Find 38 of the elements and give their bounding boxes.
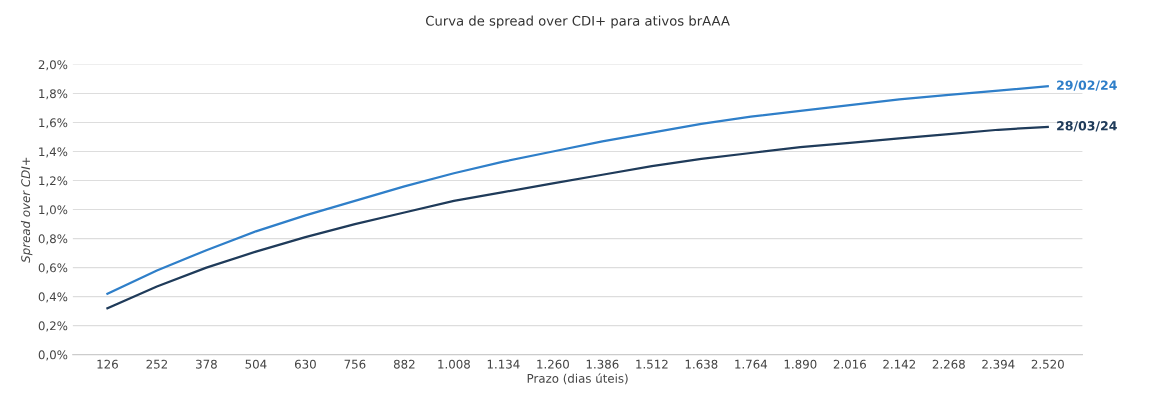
series-label: 28/03/24 bbox=[1057, 121, 1117, 132]
x-tick-label: 1.638 bbox=[685, 359, 718, 369]
x-tick-label: 2.142 bbox=[883, 359, 916, 369]
x-tick-label: 1.134 bbox=[487, 359, 520, 369]
y-tick-label: 1,6% bbox=[39, 118, 68, 129]
line-series bbox=[106, 85, 1049, 295]
x-tick-label: 504 bbox=[245, 359, 267, 369]
x-tick-label: 1.512 bbox=[636, 359, 668, 369]
y-tick-label: 2,0% bbox=[38, 60, 68, 71]
x-tick-label: 378 bbox=[196, 359, 217, 369]
series-label: 29/02/24 bbox=[1057, 80, 1117, 91]
x-tick-label: 1.260 bbox=[537, 359, 569, 369]
y-tick-label: 1,0% bbox=[39, 205, 68, 216]
x-tick-label: 1.890 bbox=[784, 359, 817, 369]
chart-title: Curva de spread over CDI+ para ativos brAAA bbox=[426, 15, 730, 29]
line-series bbox=[106, 125, 1049, 310]
x-tick-label: 252 bbox=[146, 359, 168, 369]
y-tick-label: 0,6% bbox=[38, 263, 68, 274]
x-tick-label: 2.016 bbox=[833, 359, 866, 369]
x-axis-title: Prazo (dias úteis) bbox=[527, 373, 628, 385]
y-tick-label: 0,4% bbox=[38, 292, 68, 303]
x-tick-label: 1.764 bbox=[735, 359, 768, 369]
x-tick-label: 882 bbox=[393, 359, 415, 369]
x-tick-label: 2.520 bbox=[1031, 359, 1064, 369]
y-tick-label: 0,2% bbox=[38, 321, 68, 332]
x-tick-label: 630 bbox=[294, 359, 316, 369]
x-tick-label: 756 bbox=[344, 359, 366, 369]
y-tick-label: 0,8% bbox=[38, 234, 68, 245]
y-tick-label: 1,2% bbox=[39, 176, 68, 187]
y-tick-label: 0,0% bbox=[38, 350, 68, 361]
x-tick-label: 1.008 bbox=[438, 359, 470, 369]
y-axis-title: Spread over CDI+ bbox=[20, 157, 33, 263]
y-tick-label: 1,8% bbox=[39, 89, 68, 100]
x-tick-label: 2.268 bbox=[932, 359, 965, 369]
x-tick-label: 1.386 bbox=[586, 359, 619, 369]
y-tick-label: 1,4% bbox=[39, 147, 68, 158]
x-tick-label: 126 bbox=[97, 359, 118, 369]
x-tick-label: 2.394 bbox=[982, 359, 1015, 369]
